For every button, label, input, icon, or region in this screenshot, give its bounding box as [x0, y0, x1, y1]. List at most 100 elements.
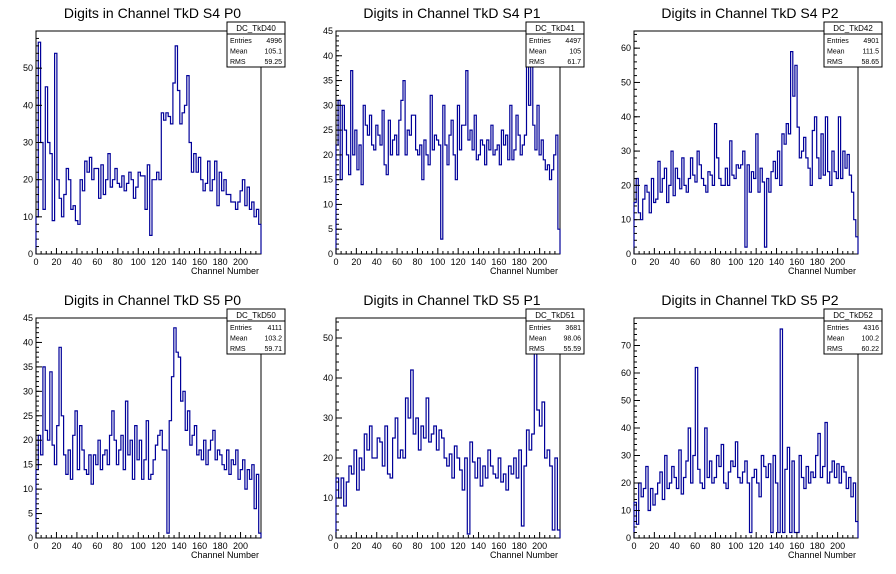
histogram-series — [633, 51, 859, 254]
histogram-panel: Digits in Channel TkD S5 P20 20 40 60 80 100 1… — [621, 292, 883, 560]
stats-name: DC_TkD41 — [535, 24, 575, 33]
histogram-series — [633, 328, 859, 538]
y-tick-label: 45 — [323, 26, 333, 36]
x-tick-label: 0 — [333, 257, 338, 267]
y-tick-label: 70 — [621, 341, 631, 351]
stats-label-entries: Entries — [529, 38, 551, 45]
y-tick-label: 10 — [621, 215, 631, 225]
x-tick-label: 200 — [532, 541, 547, 551]
stats-box-frame — [823, 308, 883, 355]
x-tick-label: 100 — [131, 257, 146, 267]
y-tick-label: 40 — [23, 337, 33, 347]
x-tick-label: 20 — [51, 257, 61, 267]
y-tick-label: 20 — [621, 180, 631, 190]
x-tick-label: 160 — [192, 257, 207, 267]
stats-name: DC_TkD51 — [535, 311, 575, 320]
y-tick-label: 50 — [621, 77, 631, 87]
x-tick-label: 120 — [151, 257, 166, 267]
y-tick-label: 50 — [621, 396, 631, 406]
x-axis-label: Channel Number — [191, 266, 259, 276]
y-tick-label: 40 — [323, 51, 333, 61]
x-tick-label: 60 — [92, 257, 102, 267]
x-tick-label: 160 — [491, 541, 506, 551]
stats-value-entries: 4901 — [863, 38, 879, 45]
x-axis-label: Channel Number — [490, 266, 558, 276]
x-tick-label: 40 — [670, 541, 680, 551]
stats-value-rms: 59.25 — [264, 59, 282, 66]
chart-title: Digits in Channel TkD S5 P2 — [661, 292, 838, 308]
stats-name: DC_TkD52 — [833, 311, 873, 320]
y-tick-label: 20 — [323, 453, 333, 463]
x-tick-label: 180 — [810, 541, 825, 551]
y-tick-label: 35 — [323, 76, 333, 86]
x-tick-label: 100 — [728, 257, 743, 267]
stats-value-mean: 105.1 — [264, 49, 282, 56]
y-tick-label: 50 — [23, 63, 33, 73]
x-tick-label: 80 — [710, 541, 720, 551]
y-tick-label: 30 — [23, 138, 33, 148]
stats-value-rms: 55.59 — [563, 346, 581, 353]
x-tick-label: 200 — [233, 257, 248, 267]
x-tick-label: 80 — [412, 257, 422, 267]
stats-value-rms: 60.22 — [861, 346, 879, 353]
x-tick-label: 20 — [649, 257, 659, 267]
x-tick-label: 40 — [670, 257, 680, 267]
x-tick-label: 160 — [192, 541, 207, 551]
x-tick-label: 140 — [172, 257, 187, 267]
x-tick-label: 200 — [830, 257, 845, 267]
stats-box: DC_TkD50 Entries 4111 Mean 103.2 RMS 59.71 — [226, 308, 286, 355]
stats-value-rms: 61.7 — [567, 59, 581, 66]
stats-label-rms: RMS — [529, 346, 545, 353]
stats-label-rms: RMS — [230, 346, 246, 353]
x-tick-label: 140 — [172, 541, 187, 551]
y-tick-label: 25 — [323, 125, 333, 135]
histogram-panel: Digits in Channel TkD S4 P00 20 40 60 80 100 1… — [23, 5, 286, 276]
chart-title: Digits in Channel TkD S5 P0 — [64, 292, 241, 308]
x-tick-label: 140 — [769, 257, 784, 267]
y-tick-label: 10 — [323, 199, 333, 209]
x-tick-label: 100 — [728, 541, 743, 551]
stats-label-rms: RMS — [827, 59, 843, 66]
x-tick-label: 160 — [491, 257, 506, 267]
stats-value-mean: 98.06 — [563, 336, 581, 343]
histogram-panel: Digits in Channel TkD S4 P10 20 40 60 80 100 1… — [323, 5, 585, 276]
chart-title: Digits in Channel TkD S4 P2 — [661, 5, 838, 21]
x-tick-label: 200 — [233, 541, 248, 551]
x-tick-label: 140 — [471, 541, 486, 551]
x-tick-label: 100 — [430, 257, 445, 267]
stats-label-mean: Mean — [230, 336, 248, 343]
y-tick-label: 0 — [28, 533, 33, 543]
stats-label-mean: Mean — [230, 49, 248, 56]
x-tick-label: 0 — [631, 257, 636, 267]
stats-box-frame — [525, 308, 585, 355]
stats-box: DC_TkD51 Entries 3681 Mean 98.06 RMS 55.59 — [525, 308, 585, 355]
x-tick-label: 100 — [131, 541, 146, 551]
x-tick-label: 120 — [749, 541, 764, 551]
y-tick-label: 30 — [621, 146, 631, 156]
stats-value-mean: 103.2 — [264, 336, 282, 343]
x-tick-label: 140 — [471, 257, 486, 267]
stats-value-entries: 3681 — [565, 325, 581, 332]
y-tick-label: 20 — [621, 478, 631, 488]
x-tick-label: 40 — [72, 257, 82, 267]
x-tick-label: 80 — [710, 257, 720, 267]
stats-value-entries: 4497 — [565, 38, 581, 45]
y-tick-label: 40 — [621, 112, 631, 122]
x-tick-label: 60 — [392, 257, 402, 267]
x-tick-label: 0 — [33, 257, 38, 267]
y-tick-label: 15 — [323, 175, 333, 185]
y-tick-label: 40 — [621, 423, 631, 433]
x-tick-label: 180 — [213, 257, 228, 267]
x-tick-label: 60 — [392, 541, 402, 551]
y-tick-label: 5 — [328, 224, 333, 234]
y-tick-label: 15 — [23, 460, 33, 470]
x-tick-label: 60 — [92, 541, 102, 551]
y-tick-label: 30 — [23, 386, 33, 396]
x-axis-label: Channel Number — [490, 550, 558, 560]
x-tick-label: 140 — [769, 541, 784, 551]
x-tick-label: 0 — [33, 541, 38, 551]
x-tick-label: 160 — [789, 257, 804, 267]
x-tick-label: 120 — [451, 541, 466, 551]
y-tick-label: 0 — [28, 249, 33, 259]
